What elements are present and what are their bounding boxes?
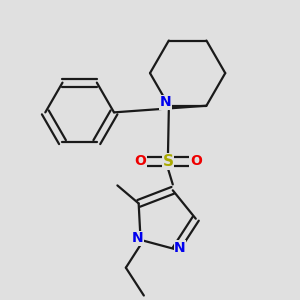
Text: O: O [190, 154, 202, 169]
Text: N: N [174, 241, 186, 255]
Text: O: O [134, 154, 146, 169]
Text: N: N [160, 95, 171, 110]
Text: N: N [131, 231, 143, 245]
Text: S: S [163, 154, 173, 169]
